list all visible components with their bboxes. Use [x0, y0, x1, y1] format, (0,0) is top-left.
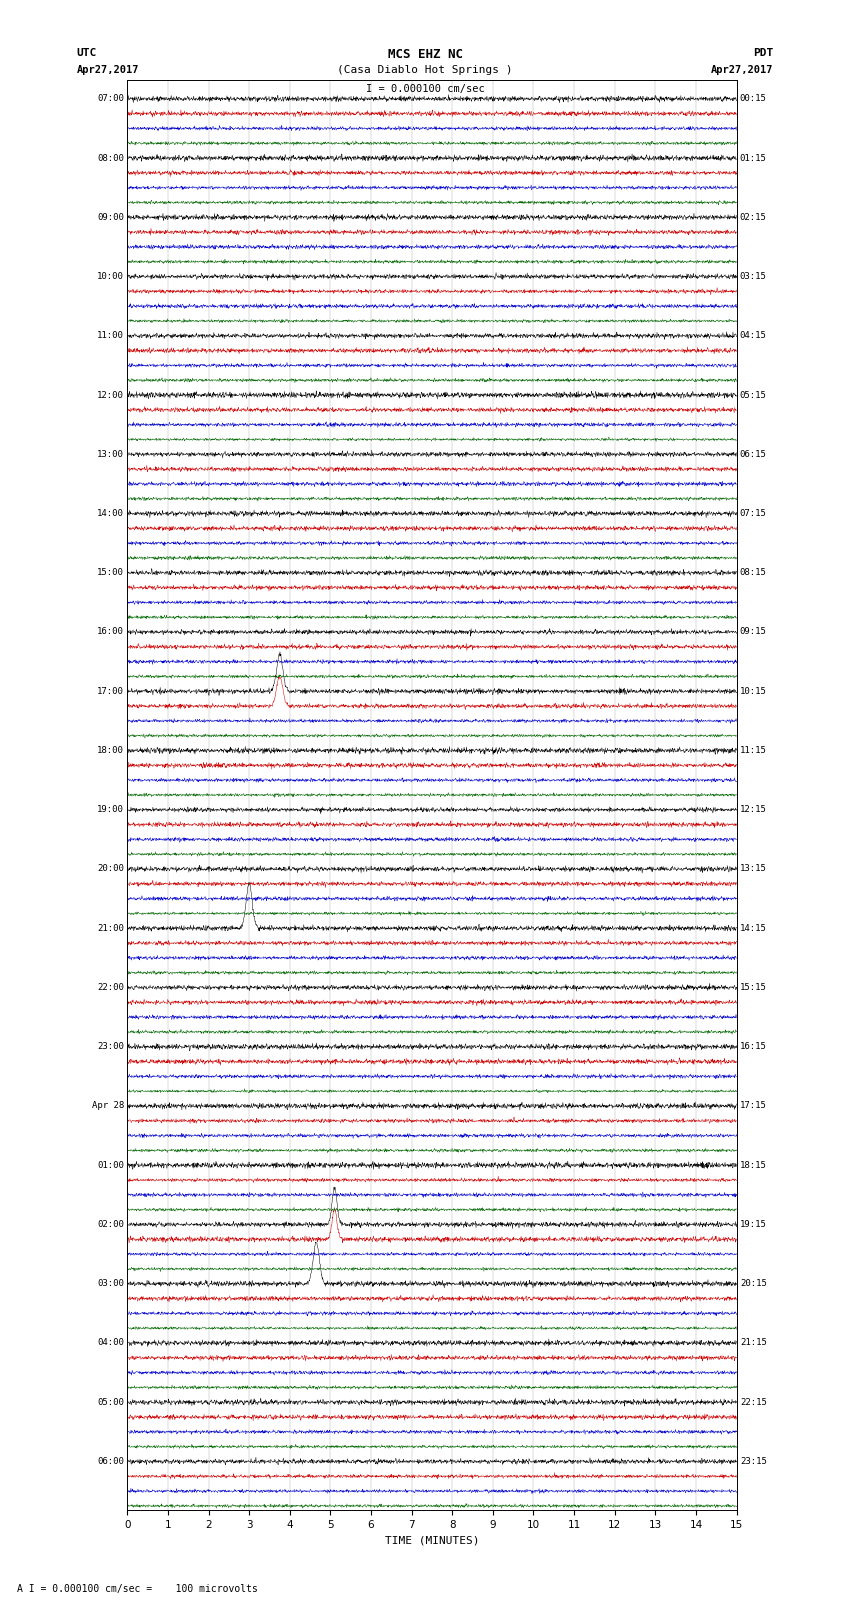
Text: 11:15: 11:15: [740, 745, 767, 755]
Text: 23:15: 23:15: [740, 1457, 767, 1466]
Text: 06:15: 06:15: [740, 450, 767, 458]
Text: 12:00: 12:00: [97, 390, 124, 400]
Text: 23:00: 23:00: [97, 1042, 124, 1052]
Text: 02:15: 02:15: [740, 213, 767, 221]
Text: 08:15: 08:15: [740, 568, 767, 577]
Text: 09:00: 09:00: [97, 213, 124, 221]
Text: 07:00: 07:00: [97, 94, 124, 103]
Text: A I = 0.000100 cm/sec =    100 microvolts: A I = 0.000100 cm/sec = 100 microvolts: [17, 1584, 258, 1594]
Text: 10:00: 10:00: [97, 273, 124, 281]
Text: 18:00: 18:00: [97, 745, 124, 755]
Text: 08:00: 08:00: [97, 153, 124, 163]
Text: 09:15: 09:15: [740, 627, 767, 637]
Text: 10:15: 10:15: [740, 687, 767, 695]
Text: 13:00: 13:00: [97, 450, 124, 458]
Text: 17:00: 17:00: [97, 687, 124, 695]
Text: 05:00: 05:00: [97, 1398, 124, 1407]
Text: 14:00: 14:00: [97, 510, 124, 518]
Text: 20:15: 20:15: [740, 1279, 767, 1289]
Text: (Casa Diablo Hot Springs ): (Casa Diablo Hot Springs ): [337, 65, 513, 74]
Text: 16:00: 16:00: [97, 627, 124, 637]
Text: 21:00: 21:00: [97, 924, 124, 932]
Text: 03:00: 03:00: [97, 1279, 124, 1289]
Text: 18:15: 18:15: [740, 1161, 767, 1169]
Text: Apr 28: Apr 28: [92, 1102, 124, 1110]
Text: 03:15: 03:15: [740, 273, 767, 281]
Text: 04:00: 04:00: [97, 1339, 124, 1347]
Text: 07:15: 07:15: [740, 510, 767, 518]
Text: 06:00: 06:00: [97, 1457, 124, 1466]
Text: Apr27,2017: Apr27,2017: [711, 65, 774, 74]
Text: 00:15: 00:15: [740, 94, 767, 103]
Text: I = 0.000100 cm/sec: I = 0.000100 cm/sec: [366, 84, 484, 94]
Text: 11:00: 11:00: [97, 331, 124, 340]
Text: MCS EHZ NC: MCS EHZ NC: [388, 48, 462, 61]
Text: 19:15: 19:15: [740, 1219, 767, 1229]
Text: 20:00: 20:00: [97, 865, 124, 874]
Text: 16:15: 16:15: [740, 1042, 767, 1052]
Text: 13:15: 13:15: [740, 865, 767, 874]
Text: 15:00: 15:00: [97, 568, 124, 577]
Text: 15:15: 15:15: [740, 982, 767, 992]
Text: 21:15: 21:15: [740, 1339, 767, 1347]
Text: 05:15: 05:15: [740, 390, 767, 400]
Text: 04:15: 04:15: [740, 331, 767, 340]
Text: 19:00: 19:00: [97, 805, 124, 815]
Text: PDT: PDT: [753, 48, 774, 58]
Text: 22:15: 22:15: [740, 1398, 767, 1407]
Text: 14:15: 14:15: [740, 924, 767, 932]
Text: 22:00: 22:00: [97, 982, 124, 992]
X-axis label: TIME (MINUTES): TIME (MINUTES): [385, 1536, 479, 1545]
Text: 01:00: 01:00: [97, 1161, 124, 1169]
Text: Apr27,2017: Apr27,2017: [76, 65, 139, 74]
Text: 17:15: 17:15: [740, 1102, 767, 1110]
Text: 12:15: 12:15: [740, 805, 767, 815]
Text: 01:15: 01:15: [740, 153, 767, 163]
Text: UTC: UTC: [76, 48, 97, 58]
Text: 02:00: 02:00: [97, 1219, 124, 1229]
